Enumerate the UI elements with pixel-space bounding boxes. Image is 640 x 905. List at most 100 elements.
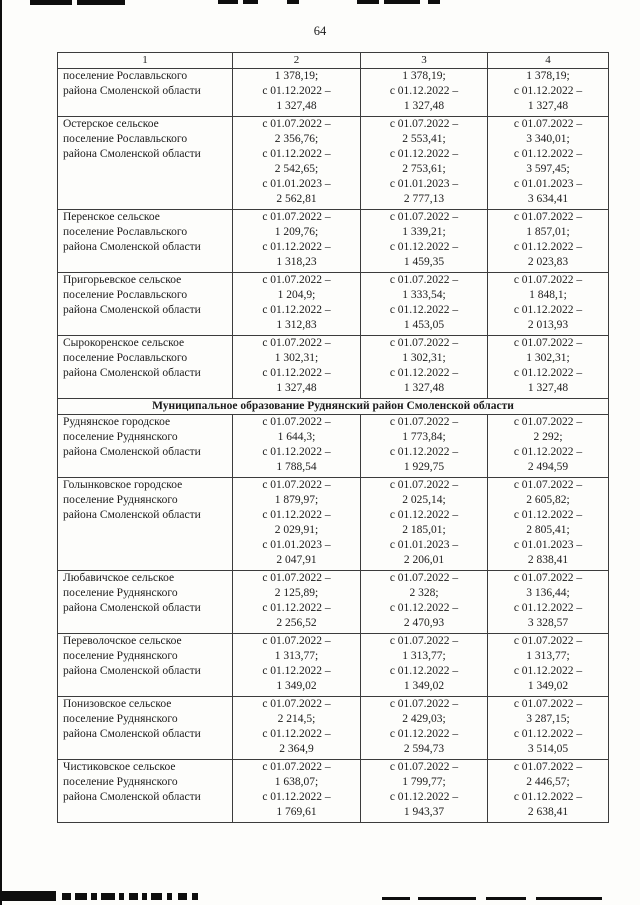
cell-line: 1 788,54 — [276, 461, 317, 473]
tariff-value-cell: с 01.07.2022 – 1 773,84; с 01.12.2022 – 1 9… — [360, 414, 488, 478]
scan-artifact — [62, 893, 71, 900]
cell-line: 2 594,73 — [403, 743, 445, 755]
cell-line: 1 302,31; — [402, 352, 446, 364]
cell-line: с 01.01.2023 – — [262, 539, 331, 551]
cell-line: поселение Рославльского — [63, 226, 188, 238]
tariff-value-cell: с 01.07.2022 – 2 446,57; с 01.12.2022 – 2 6… — [487, 759, 609, 823]
settlement-name-cell: Руднянское городское поселение Руднянског… — [57, 414, 233, 478]
cell-line: 1 644,3; — [277, 431, 316, 443]
cell-line: 2 029,91; — [274, 524, 319, 536]
cell-line: 2 356,76; — [274, 133, 319, 145]
tariff-value-cell: с 01.07.2022 – 1 313,77; с 01.12.2022 – 1 3… — [232, 633, 361, 697]
cell-line: с 01.12.2022 – — [513, 148, 583, 160]
tariff-value-cell: с 01.07.2022 – 2 025,14; с 01.12.2022 – 2 1… — [360, 477, 488, 571]
scan-artifact — [486, 897, 526, 900]
cell-line: с 01.07.2022 – — [262, 274, 331, 286]
cell-line: поселение Рославльского — [63, 289, 188, 301]
cell-line: 1 327,48 — [527, 382, 569, 394]
tariff-value-cell: 1 378,19; с 01.12.2022 – 1 327,48 — [360, 68, 488, 117]
table-row: поселение Рославльского района Смоленской… — [57, 68, 609, 117]
cell-line: 2 777,13 — [403, 193, 445, 205]
cell-line: с 01.12.2022 – — [389, 148, 459, 160]
cell-line: 1 349,02 — [403, 680, 445, 692]
cell-line: 2 185,01; — [402, 524, 446, 536]
cell-line: 2 328; — [409, 587, 439, 599]
cell-line: с 01.12.2022 – — [262, 367, 331, 379]
cell-line: с 01.07.2022 – — [513, 118, 583, 130]
cell-line: с 01.12.2022 – — [262, 728, 331, 740]
cell-line: 1 327,48 — [276, 100, 317, 112]
cell-line: 1 929,75 — [403, 461, 445, 473]
cell-line: с 01.07.2022 – — [513, 479, 583, 491]
cell-line: с 01.07.2022 – — [389, 761, 459, 773]
cell-line: с 01.07.2022 – — [389, 572, 459, 584]
cell-line: 3 340,01; — [526, 133, 570, 145]
tariff-value-cell: с 01.07.2022 – 1 848,1; с 01.12.2022 – 2 01… — [487, 272, 609, 336]
tariff-value-cell: с 01.07.2022 – 1 209,76; с 01.12.2022 – 1 3… — [232, 209, 361, 273]
cell-line: с 01.12.2022 – — [389, 241, 459, 253]
settlement-name-cell: Переволочское сельское поселение Руднянск… — [57, 633, 233, 697]
table-row: Голынковское городское поселение Руднянск… — [57, 477, 609, 571]
cell-line: 1 302,31; — [526, 352, 570, 364]
cell-line: 1 638,07; — [274, 776, 319, 788]
cell-line: с 01.12.2022 – — [389, 665, 459, 677]
scan-artifact — [218, 0, 238, 4]
cell-line: с 01.12.2022 – — [262, 791, 331, 803]
tariff-value-cell: с 01.07.2022 – 1 302,31; с 01.12.2022 – 1 3… — [360, 335, 488, 399]
cell-line: Пригорьевское сельское — [63, 274, 182, 286]
settlement-name-cell: Перенское сельское поселение Рославльског… — [57, 209, 233, 273]
cell-line: Чистиковское сельское — [63, 761, 176, 773]
cell-line: района Смоленской области — [63, 728, 201, 740]
cell-line: 1 799,77; — [402, 776, 446, 788]
cell-line: 2 494,59 — [527, 461, 569, 473]
column-header: 1 — [57, 52, 233, 69]
cell-line: с 01.07.2022 – — [262, 211, 331, 223]
cell-line: с 01.07.2022 – — [513, 698, 583, 710]
cell-line: с 01.12.2022 – — [513, 728, 583, 740]
tariff-value-cell: с 01.07.2022 – 2 125,89; с 01.12.2022 – 2 2… — [232, 570, 361, 634]
cell-line: 2 429,03; — [402, 713, 446, 725]
cell-line: 2 125,89; — [274, 587, 319, 599]
table-row: Чистиковское сельское поселение Руднянско… — [57, 759, 609, 823]
cell-line: с 01.07.2022 – — [389, 479, 459, 491]
cell-line: с 01.07.2022 – — [513, 416, 583, 428]
cell-line: с 01.12.2022 – — [513, 304, 583, 316]
scan-artifact — [384, 0, 420, 4]
cell-line: с 01.12.2022 – — [389, 602, 459, 614]
tariff-value-cell: с 01.07.2022 – 2 356,76; с 01.12.2022 – 2 5… — [232, 116, 361, 210]
scan-artifact — [101, 893, 115, 900]
section-title: Муниципальное образование Руднянский рай… — [57, 398, 609, 415]
cell-line: с 01.12.2022 – — [389, 446, 459, 458]
cell-line: с 01.12.2022 – — [262, 509, 331, 521]
cell-line: 2 214,5; — [277, 713, 316, 725]
cell-line: 1 857,01; — [526, 226, 570, 238]
cell-line: с 01.12.2022 – — [389, 509, 459, 521]
cell-line: Любавичское сельское — [63, 572, 175, 584]
cell-line: поселение Руднянского — [63, 587, 178, 599]
cell-line: 1 459,35 — [403, 256, 445, 268]
cell-line: 1 349,02 — [276, 680, 317, 692]
settlement-name-cell: Голынковское городское поселение Руднянск… — [57, 477, 233, 571]
cell-line: с 01.12.2022 – — [262, 665, 331, 677]
cell-line: 3 634,41 — [527, 193, 569, 205]
scan-artifact — [129, 893, 138, 900]
cell-line: района Смоленской области — [63, 367, 201, 379]
scan-artifact — [428, 0, 440, 4]
scan-artifact — [142, 893, 147, 900]
cell-line: Перенское сельское — [63, 211, 160, 223]
table-body: поселение Рославльского района Смоленской… — [57, 68, 609, 823]
table-row: Руднянское городское поселение Руднянског… — [57, 414, 609, 478]
section-row: Муниципальное образование Руднянский рай… — [57, 398, 609, 415]
cell-line: 1 453,05 — [403, 319, 445, 331]
tariff-value-cell: с 01.07.2022 – 3 340,01; с 01.12.2022 – 3 5… — [487, 116, 609, 210]
cell-line: с 01.12.2022 – — [513, 446, 583, 458]
cell-line: с 01.12.2022 – — [513, 602, 583, 614]
table-row: Переволочское сельское поселение Руднянск… — [57, 633, 609, 697]
cell-line: 1 327,48 — [403, 100, 445, 112]
cell-line: 1 318,23 — [276, 256, 317, 268]
cell-line: 3 597,45; — [526, 163, 570, 175]
settlement-name-cell: Чистиковское сельское поселение Руднянско… — [57, 759, 233, 823]
